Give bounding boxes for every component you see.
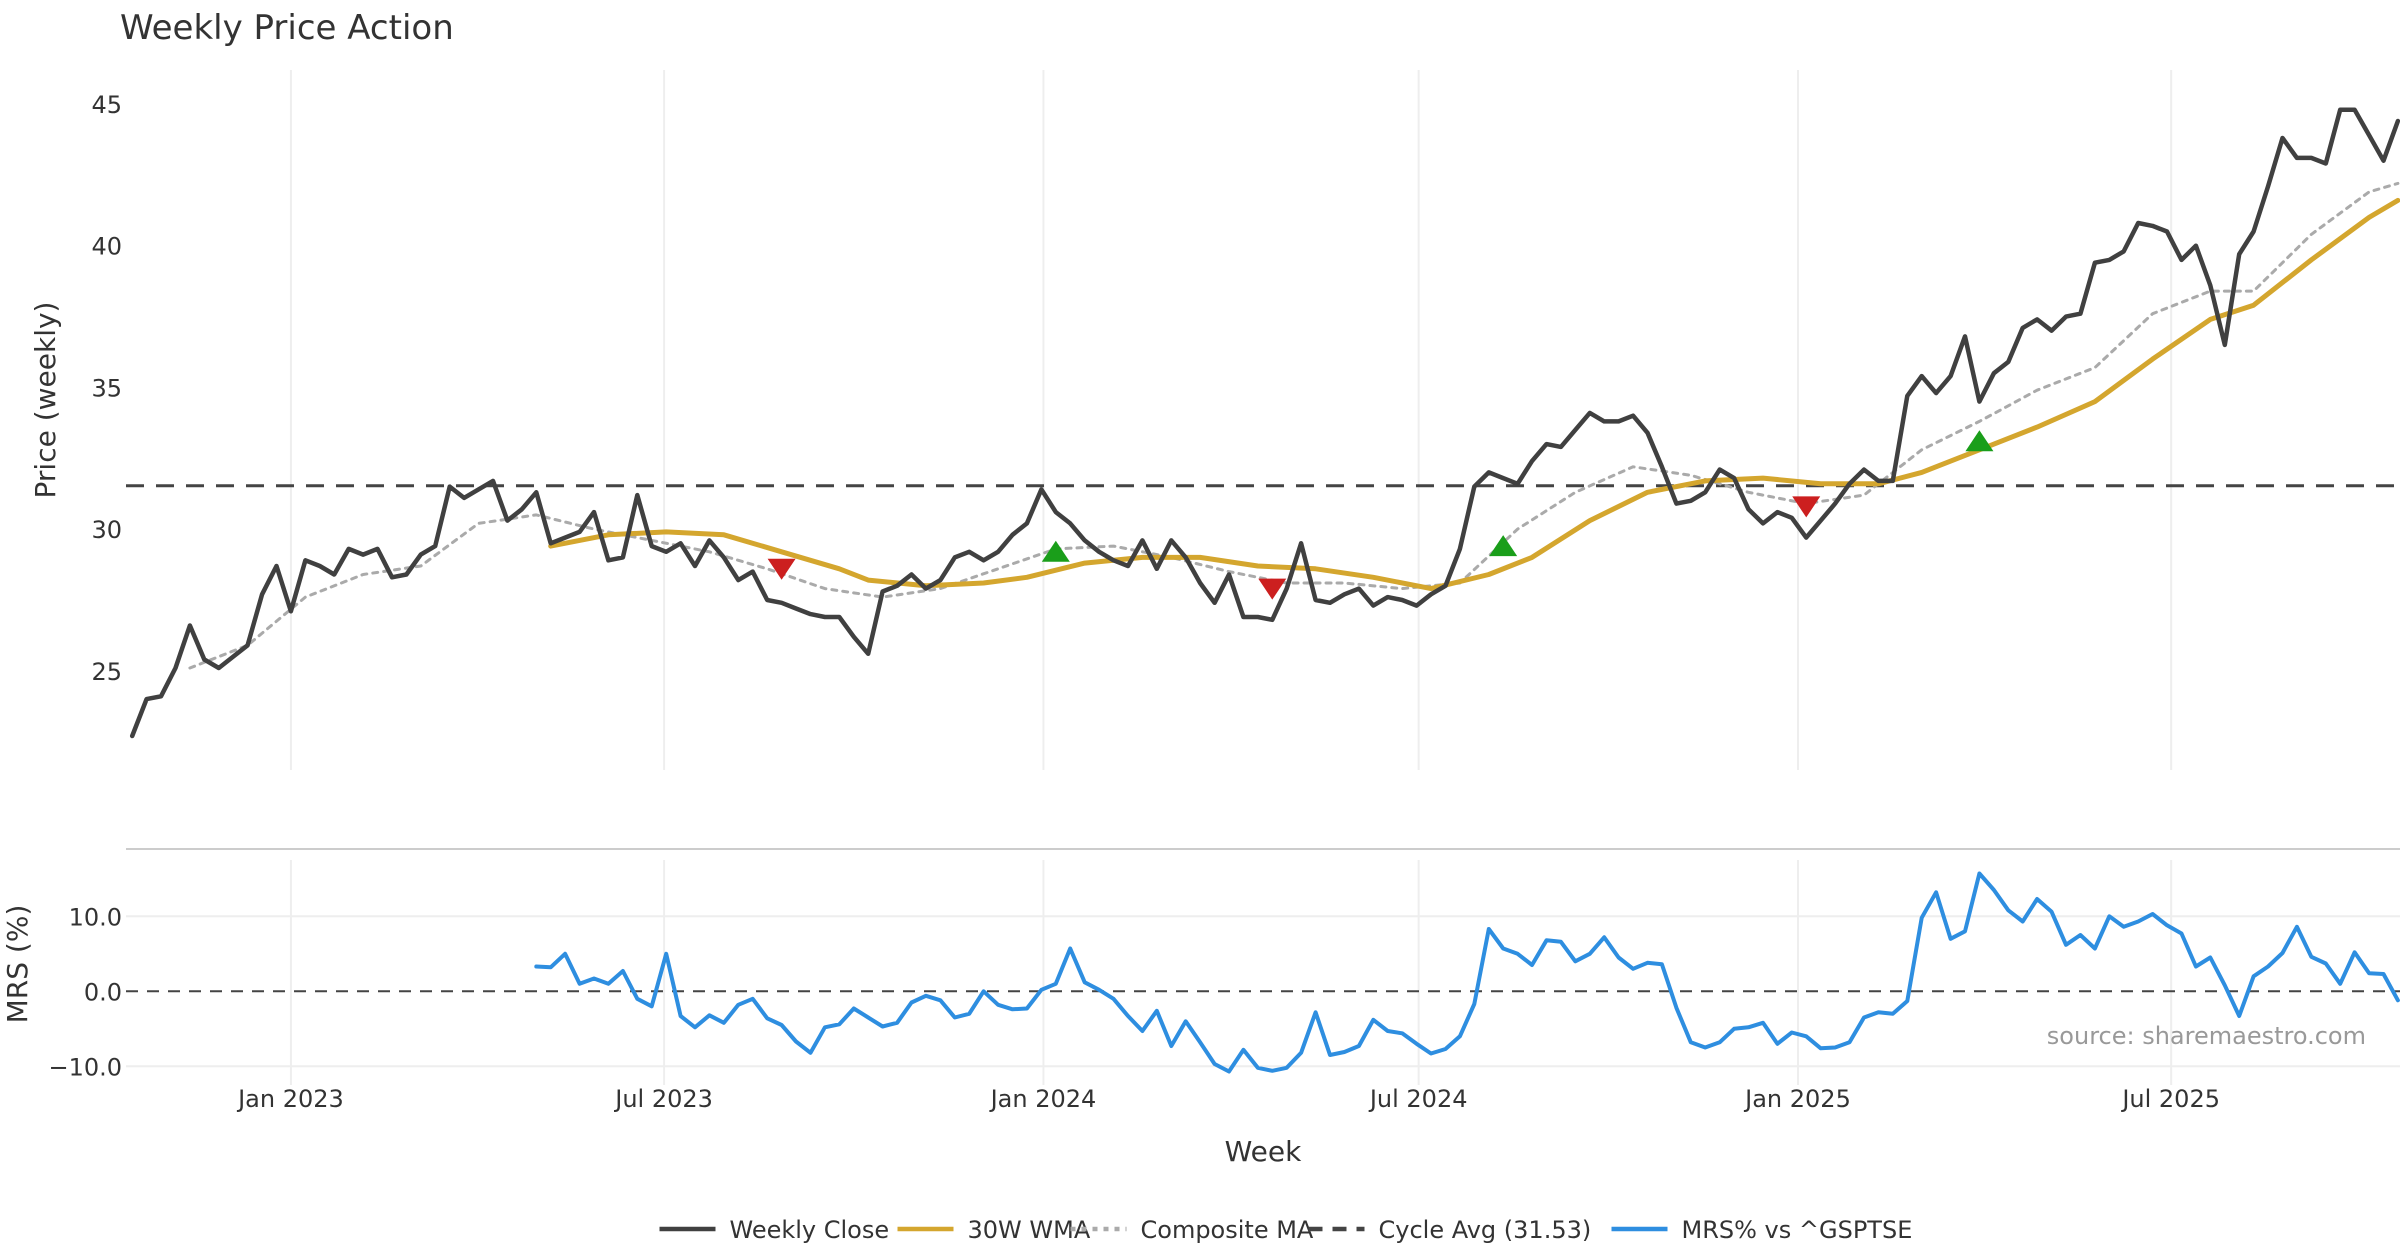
x-tick-label: Jan 2025 [1743, 1085, 1851, 1113]
mrs-axis-label: MRS (%) [1, 905, 34, 1024]
x-tick-label: Jul 2025 [2120, 1085, 2220, 1113]
legend: Weekly Close 30W WMA Composite MA Cycle Avg… [659, 1216, 1913, 1244]
mrs-ytick-label: −10.0 [48, 1053, 122, 1081]
source-annotation: source: sharemaestro.com [2047, 1022, 2366, 1050]
price-ytick-label: 25 [91, 658, 122, 686]
x-axis-label: Week [1225, 1135, 1302, 1168]
x-tick-label: Jul 2024 [1368, 1085, 1468, 1113]
x-tick-label: Jan 2024 [989, 1085, 1097, 1113]
x-tick-label: Jan 2023 [236, 1085, 344, 1113]
chart-title: Weekly Price Action [120, 8, 454, 48]
price-ytick-label: 40 [91, 233, 122, 261]
sell-signal-marker [1792, 496, 1821, 518]
legend-label-mrs-vs-gsptse: MRS% vs ^GSPTSE [1682, 1216, 1913, 1244]
legend-label-cycle-avg-31-53: Cycle Avg (31.53) [1379, 1216, 1592, 1244]
legend-label-30w-wma: 30W WMA [968, 1216, 1091, 1244]
x-tick-label: Jul 2023 [613, 1085, 713, 1113]
buy-signal-marker [1489, 535, 1518, 557]
price-axis-label: Price (weekly) [29, 302, 62, 499]
mrs-ytick-label: 0.0 [84, 978, 122, 1006]
series-mrs-vs-gsptse [534, 871, 2400, 1074]
legend-label-composite-ma: Composite MA [1141, 1216, 1314, 1244]
price-ytick-label: 35 [91, 374, 122, 402]
series-weekly-close [129, 107, 2400, 739]
sell-signal-marker [767, 558, 796, 580]
series-30w-wma [548, 197, 2400, 592]
sell-signal-marker [1258, 578, 1287, 600]
series-composite-ma [188, 181, 2400, 670]
legend-label-weekly-close: Weekly Close [730, 1216, 890, 1244]
mrs-ytick-label: 10.0 [69, 903, 122, 931]
price-ytick-label: 30 [91, 516, 122, 544]
buy-signal-marker [1965, 430, 1994, 452]
price-ytick-label: 45 [91, 91, 122, 119]
mrs-panel: 10.0 0.0 −10.0 MRS (%) source: sharemaestr… [1, 860, 2400, 1085]
buy-signal-marker [1041, 540, 1070, 562]
price-panel: 25 30 35 40 45 Price (weekly) [29, 70, 2400, 770]
